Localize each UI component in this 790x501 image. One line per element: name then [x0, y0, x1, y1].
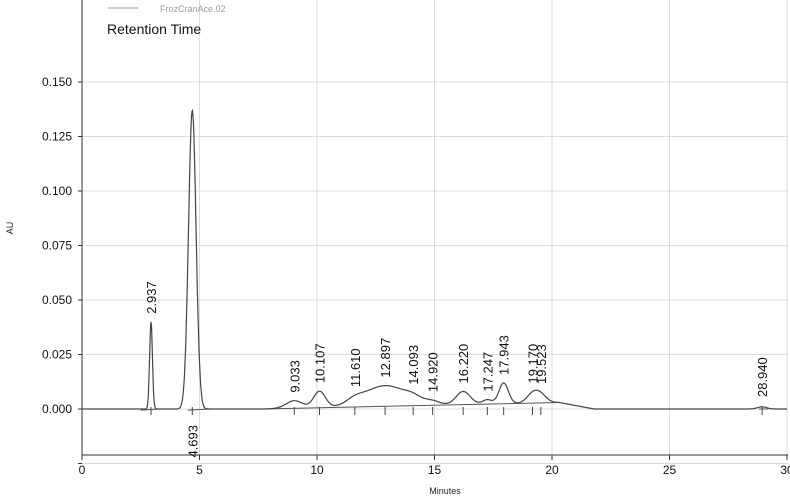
x-axis-label: Minutes	[429, 486, 461, 496]
x-tick-label: 30	[780, 463, 790, 477]
y-tick-label: 0.125	[42, 130, 72, 144]
peak-label: 9.033	[287, 360, 302, 393]
peak-label: 12.897	[378, 338, 393, 378]
y-tick-label: 0.150	[42, 75, 72, 89]
x-tick-label: 10	[310, 463, 324, 477]
peak-label: 16.220	[456, 344, 471, 384]
legend-series-name: FrozCranAce.02	[160, 4, 226, 14]
tick-labels: 0.150 0.125 0.100 0.075 0.050 0.025 0.000 0 5 10 1…	[42, 75, 790, 477]
legend: FrozCranAce.02 Retention Time	[107, 4, 226, 37]
peak-label: 17.247	[480, 352, 495, 392]
peak-labels: 2.937 4.693 9.033 10.107 11.610 12.897 14.093 1…	[144, 281, 770, 457]
peak-label: 17.943	[497, 335, 512, 375]
chromatogram-trace-line	[82, 108, 787, 410]
peak-label: 14.093	[406, 345, 421, 385]
peak-label: 14.920	[426, 352, 441, 392]
x-tick-label: 5	[196, 463, 203, 477]
y-tick-label: 0.025	[42, 348, 72, 362]
chromatogram-trace	[82, 108, 787, 410]
chart-title: Retention Time	[107, 21, 201, 37]
peak-label: 11.610	[348, 348, 363, 387]
peak-label: 19.170	[525, 344, 540, 384]
peak-label: 4.693	[185, 425, 200, 458]
peak-label: 2.937	[144, 281, 159, 314]
peak-label: 28.940	[755, 357, 770, 397]
y-tick-label: 0.050	[42, 293, 72, 307]
peak-label: 10.107	[313, 343, 328, 383]
y-axis-label: AU	[5, 222, 15, 235]
baseline-segment	[262, 401, 560, 410]
y-tick-label: 0.000	[42, 402, 72, 416]
x-tick-label: 0	[79, 463, 86, 477]
peak-label: 19.523	[534, 344, 549, 384]
y-tick-label: 0.075	[42, 239, 72, 253]
y-tick-label: 0.100	[42, 184, 72, 198]
x-tick-label: 20	[545, 463, 559, 477]
x-tick-label: 15	[428, 463, 442, 477]
x-tick-label: 25	[663, 463, 677, 477]
